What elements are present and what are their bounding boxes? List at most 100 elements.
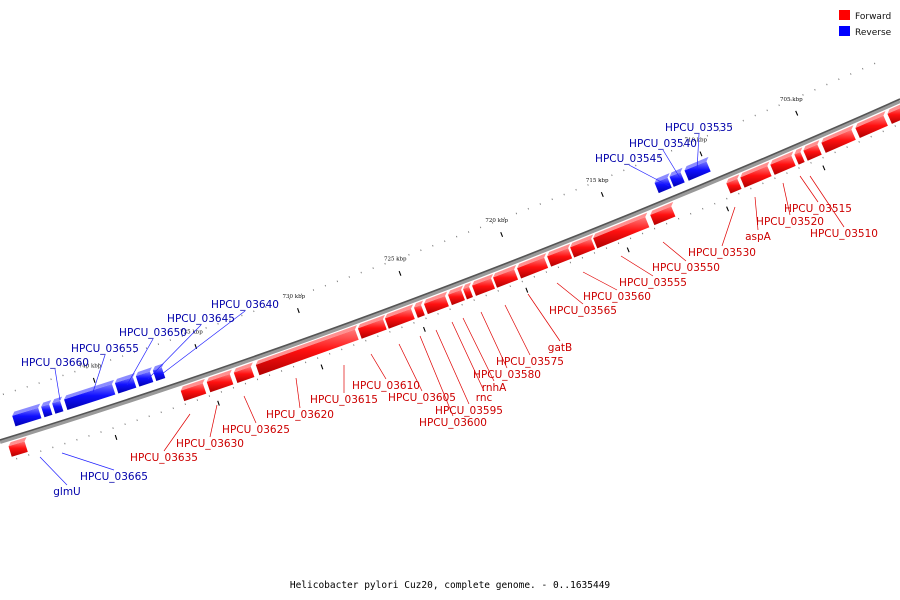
forward-gene-block[interactable] [255,329,359,376]
forward-gene-top [448,285,464,295]
forward-gene-block[interactable] [547,248,573,267]
map-caption: Helicobacter pylori Cuz20, complete geno… [290,580,611,591]
minor-tick [593,252,596,254]
minor-tick [581,256,584,259]
legend: Forward Reverse [839,10,892,38]
forward-gene-top [887,104,900,114]
major-tick [795,110,799,116]
leader-line [419,335,454,417]
major-tick [217,400,220,406]
minor-tick [617,242,620,245]
forward-gene-top [206,369,232,382]
forward-gene-block[interactable] [493,269,519,288]
tick-label: 730 kbp [283,294,306,300]
minor-tick [587,184,589,186]
minor-tick [485,294,487,297]
minor-tick [539,203,541,205]
gene-label-forward: HPCU_03610 [352,380,420,392]
reverse-gene-block[interactable] [114,377,137,394]
gene-label-forward: HPCU_03630 [176,438,244,450]
reverse-gene-top [12,403,41,416]
forward-gene-top [803,140,820,151]
minor-tick [750,187,752,190]
minor-tick [341,348,343,351]
forward-gene-top [493,265,517,278]
forward-gene-block[interactable] [206,373,234,393]
reverse-gene-top [64,379,115,400]
minor-tick [766,109,768,112]
minor-tick [300,293,303,296]
forward-gene-block[interactable] [570,238,596,258]
genes-layer [8,104,900,457]
forward-gene-block[interactable] [740,166,772,188]
leader-line [243,395,257,424]
minor-tick [882,130,884,133]
gene-label-forward: HPCU_03550 [652,262,720,274]
forward-gene-block[interactable] [887,107,900,124]
minor-tick [365,339,367,342]
reverse-gene-block[interactable] [41,404,53,418]
forward-gene-block[interactable] [448,289,465,306]
gene-label-reverse: HPCU_03665 [80,471,148,483]
forward-gene-block[interactable] [357,319,387,339]
forward-gene-block[interactable] [770,155,796,175]
minor-tick [353,344,355,346]
leader-line [799,175,819,203]
gene-label-forward: HPCU_03635 [130,452,198,464]
minor-tick [408,253,410,256]
major-tick [114,434,118,440]
reverse-gene-block[interactable] [64,384,116,410]
gene-label-forward: rnhA [482,382,507,394]
forward-gene-block[interactable] [821,129,856,153]
minor-tick [778,104,780,107]
minor-tick [718,129,721,132]
minor-tick [742,119,744,122]
minor-tick [265,306,267,308]
major-tick [626,247,630,253]
gene-label-forward: HPCU_03510 [810,228,878,240]
tick-label: 720 kbp [485,218,508,224]
forward-gene-block[interactable] [463,286,473,300]
leader-line [126,338,154,386]
forward-gene-block[interactable] [423,295,449,315]
reverse-gene-block[interactable] [654,177,672,194]
forward-gene-block[interactable] [726,178,742,194]
gene-label-reverse: HPCU_03645 [167,313,235,325]
reverse-gene-block[interactable] [135,371,154,387]
reverse-gene-block[interactable] [12,407,42,427]
forward-gene-block[interactable] [593,217,650,249]
reverse-gene-block[interactable] [52,400,64,414]
minor-tick [521,280,523,283]
minor-tick [389,330,391,333]
leader-line [39,456,68,486]
minor-tick [629,237,632,240]
reverse-gene-top [669,167,683,177]
forward-gene-block[interactable] [794,151,805,165]
forward-gene-block[interactable] [384,308,415,329]
minor-tick [396,258,398,261]
tick-label: 725 kbp [384,257,407,263]
minor-tick [288,297,291,300]
minor-tick [563,193,565,196]
forward-gene-block[interactable] [855,115,888,139]
forward-gene-block[interactable] [180,383,207,402]
forward-gene-top [8,437,27,447]
leader-line [163,413,191,452]
forward-gene-block[interactable] [472,278,496,296]
forward-gene-block[interactable] [233,366,255,383]
leader-line [161,310,246,375]
reverse-gene-block[interactable] [684,161,711,181]
forward-gene-block[interactable] [803,144,822,161]
minor-tick [497,289,499,292]
forward-gene-block[interactable] [413,305,425,318]
forward-gene-block[interactable] [517,257,549,279]
forward-gene-block[interactable] [8,441,28,457]
minor-tick [611,174,613,177]
leader-line [92,354,106,393]
leader-line [209,404,218,438]
gene-label-forward: HPCU_03555 [619,277,687,289]
reverse-gene-block[interactable] [669,172,685,187]
forward-gene-block[interactable] [650,206,676,226]
minor-tick [599,179,601,181]
minor-tick [658,154,661,157]
